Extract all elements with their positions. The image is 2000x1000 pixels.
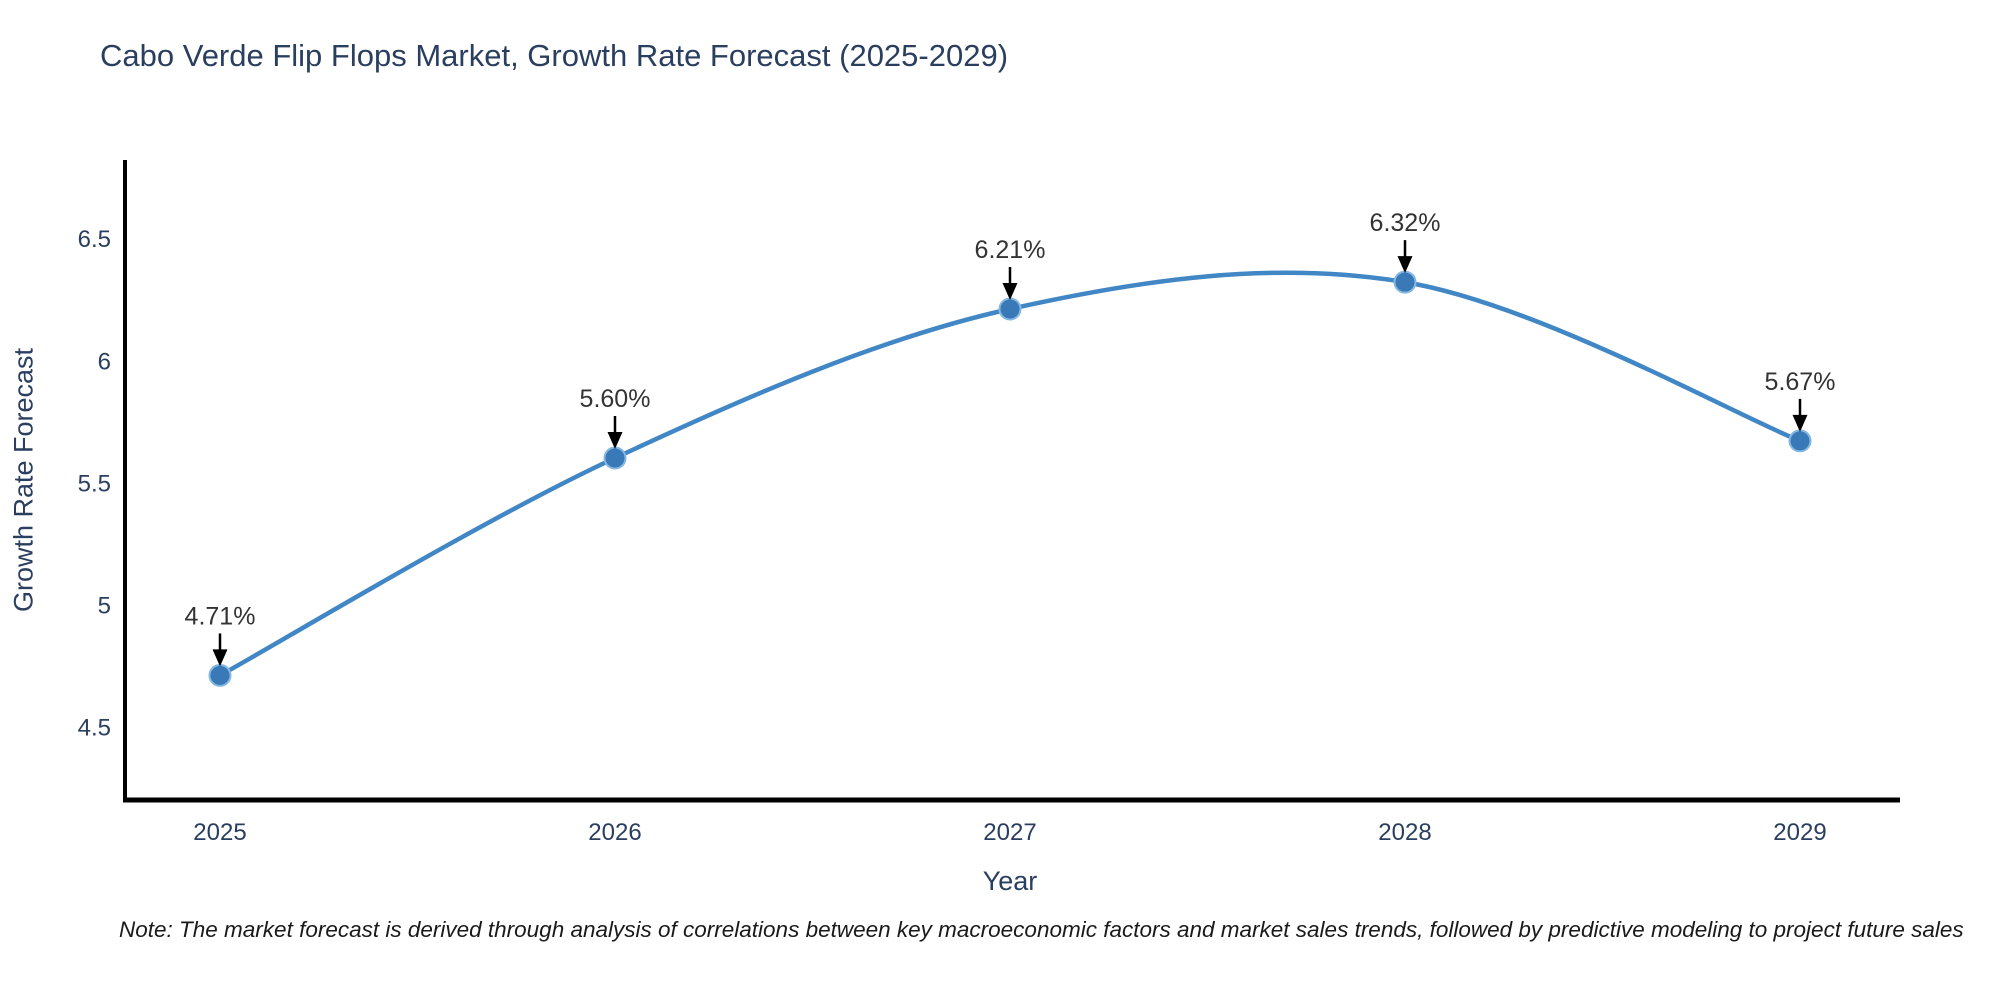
y-tick-label: 5.5 [78,470,111,497]
chart-title: Cabo Verde Flip Flops Market, Growth Rat… [100,38,1009,73]
y-tick-label: 6.5 [78,226,111,253]
data-point-label: 5.60% [580,385,651,413]
data-point-marker [603,446,627,470]
x-tick-label: 2029 [1773,819,1826,846]
data-point-label: 6.21% [975,236,1046,264]
data-point-marker [998,297,1022,321]
y-tick-label: 4.5 [78,715,111,742]
data-point-label: 4.71% [185,602,256,630]
data-point-label: 5.67% [1765,368,1836,396]
y-axis-title-text: Growth Rate Forecast [8,347,39,613]
x-tick-label: 2025 [193,819,246,846]
data-point-marker [1393,270,1417,294]
data-point-marker [1788,429,1812,453]
forecast-line [218,270,1801,678]
annotation-arrow-head [1002,283,1018,301]
data-point-label: 6.32% [1370,209,1441,237]
x-tick-label: 2027 [983,819,1036,846]
x-tick-label: 2026 [588,819,641,846]
footnote-text: Note: The market forecast is derived thr… [119,917,1964,942]
annotation-arrow-head [1397,256,1413,274]
x-tick-label: 2028 [1378,819,1431,846]
x-axis-title: Year [982,866,1038,896]
annotation-arrow-head [607,432,623,450]
annotation-arrow-head [212,649,228,667]
annotation-arrow-head [1792,414,1808,432]
y-tick-label: 6 [98,348,111,375]
y-tick-label: 5 [98,593,111,620]
data-point-marker [208,663,232,687]
